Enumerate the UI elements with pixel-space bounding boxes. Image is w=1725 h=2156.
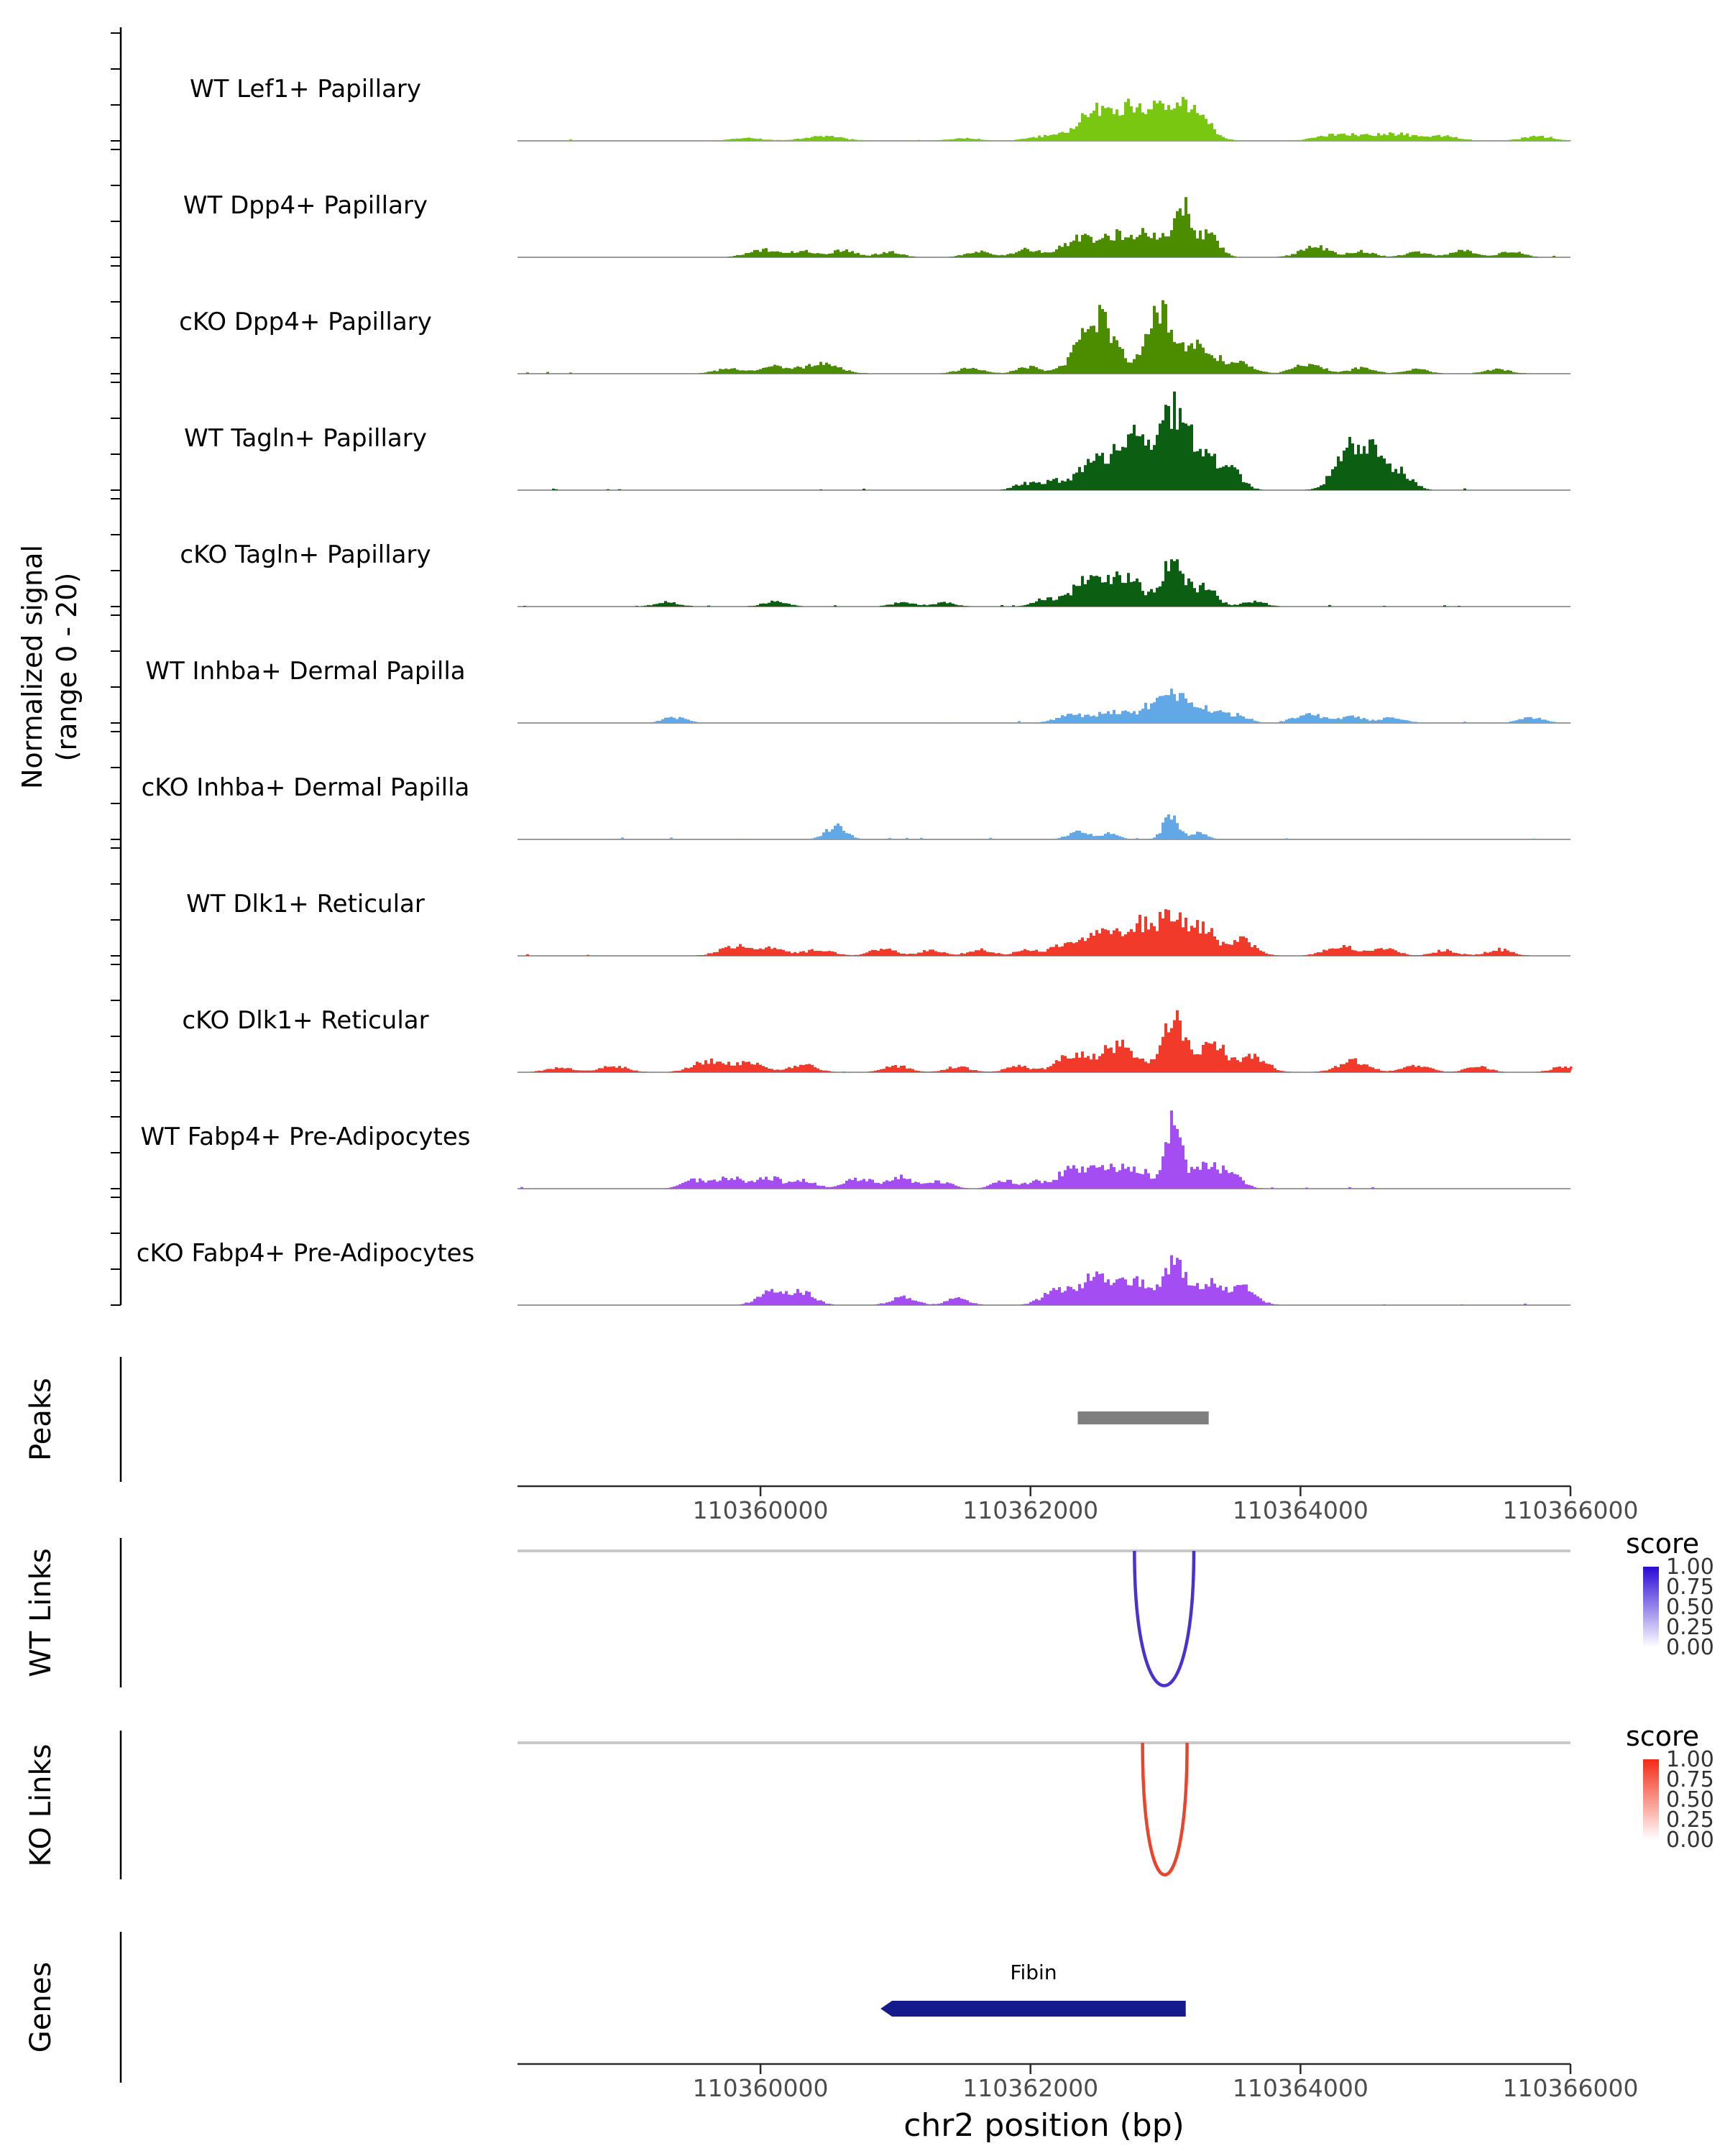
signal-track-wt-lef1-papillary [518, 96, 1573, 141]
x-tick-label-top-1: 110362000 [962, 1496, 1099, 1524]
signal-track-wt-inhba-dermal-papilla [518, 688, 1573, 723]
wt-links-arc [1133, 1550, 1196, 1687]
peak-region-bar [1077, 1411, 1209, 1424]
track-label-wt-fabp4-pre-adipocytes: WT Fabp4+ Pre-Adipocytes [140, 1123, 471, 1151]
wt-score-legend: score 1.00 0.75 0.50 0.25 0.00 [1626, 1528, 1725, 1664]
signal-track-wt-dlk1-reticular [518, 909, 1573, 956]
wt-score-legend-label-0.50: 0.50 [1666, 1595, 1714, 1620]
x-tick-label-top-0: 110360000 [692, 1496, 829, 1524]
ko-score-legend-title: score [1626, 1720, 1700, 1752]
ko-score-legend-label-0.25: 0.25 [1666, 1807, 1714, 1833]
signal-track-cko-dlk1-reticular [518, 1010, 1573, 1072]
track-label-wt-dpp4-papillary: WT Dpp4+ Papillary [183, 191, 428, 220]
track-label-wt-dlk1-reticular: WT Dlk1+ Reticular [186, 890, 425, 918]
gene-name-label: Fibin [1010, 1961, 1057, 1984]
signal-track-wt-fabp4-pre-adipocytes [518, 1110, 1573, 1189]
wt-score-legend-label-1.00: 1.00 [1666, 1554, 1714, 1580]
x-tick-label-bottom-2: 110364000 [1232, 2074, 1368, 2102]
genes-panel-label: Genes [24, 1961, 58, 2053]
wt-score-legend-title: score [1626, 1528, 1700, 1560]
ko-score-legend-label-0.00: 0.00 [1666, 1828, 1714, 1853]
track-label-cko-dpp4-papillary: cKO Dpp4+ Papillary [179, 308, 432, 336]
ko-score-legend-label-0.50: 0.50 [1666, 1787, 1714, 1812]
track-label-cko-fabp4-pre-adipocytes: cKO Fabp4+ Pre-Adipocytes [136, 1239, 475, 1268]
signal-track-cko-tagln-papillary [518, 559, 1573, 607]
signal-track-wt-dpp4-papillary [518, 197, 1573, 257]
x-tick-label-bottom-0: 110360000 [692, 2074, 829, 2102]
y-axis-label-line1: Normalized signal [17, 545, 48, 789]
track-label-cko-dlk1-reticular: cKO Dlk1+ Reticular [182, 1006, 429, 1035]
ko-links-arc [1141, 1742, 1189, 1876]
track-label-wt-inhba-dermal-papilla: WT Inhba+ Dermal Papilla [145, 657, 466, 686]
signal-track-cko-fabp4-pre-adipocytes [518, 1255, 1573, 1305]
y-axis-label: Normalized signal (range 0 - 20) [16, 27, 88, 1307]
signal-track-cko-dpp4-papillary [518, 300, 1573, 374]
track-label-wt-tagln-papillary: WT Tagln+ Papillary [184, 424, 427, 453]
track-label-cko-tagln-papillary: cKO Tagln+ Papillary [180, 540, 431, 569]
wt-score-legend-label-0.75: 0.75 [1666, 1575, 1714, 1600]
x-tick-label-top-3: 110366000 [1502, 1496, 1639, 1524]
x-tick-label-bottom-3: 110366000 [1502, 2074, 1639, 2102]
signal-track-cko-inhba-dermal-papilla [518, 814, 1573, 839]
wt-score-legend-label-0.00: 0.00 [1666, 1635, 1714, 1660]
wt-score-gradient-bar [1643, 1567, 1659, 1647]
ko-score-legend: score 1.00 0.75 0.50 0.25 0.00 [1626, 1720, 1725, 1857]
wt-score-legend-label-0.25: 0.25 [1666, 1615, 1714, 1640]
x-tick-label-top-2: 110364000 [1232, 1496, 1368, 1524]
x-tick-label-bottom-1: 110362000 [962, 2074, 1099, 2102]
ko-score-legend-label-1.00: 1.00 [1666, 1747, 1714, 1772]
ko-score-legend-label-0.75: 0.75 [1666, 1767, 1714, 1792]
ko-score-gradient-bar [1643, 1759, 1659, 1840]
x-axis-title: chr2 position (bp) [903, 2107, 1184, 2144]
signal-track-wt-tagln-papillary [518, 391, 1573, 490]
gene-body-fibin [880, 2001, 1186, 2017]
track-label-cko-inhba-dermal-papilla: cKO Inhba+ Dermal Papilla [141, 773, 470, 802]
track-label-wt-lef1-papillary: WT Lef1+ Papillary [189, 75, 422, 103]
